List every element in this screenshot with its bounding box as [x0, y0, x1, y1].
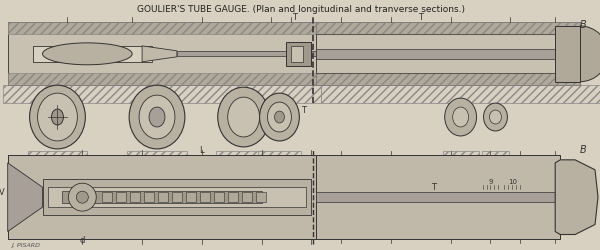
Ellipse shape	[452, 108, 469, 128]
Bar	[216, 151, 271, 159]
Ellipse shape	[52, 110, 64, 126]
Polygon shape	[8, 163, 43, 232]
Bar	[172, 192, 182, 202]
Ellipse shape	[139, 96, 175, 140]
Polygon shape	[142, 47, 177, 62]
Bar	[316, 74, 580, 86]
Bar	[227, 192, 238, 202]
Bar	[130, 192, 140, 202]
Ellipse shape	[260, 94, 299, 141]
Bar	[3, 86, 321, 104]
Polygon shape	[555, 160, 598, 234]
Bar	[186, 192, 196, 202]
Ellipse shape	[218, 88, 269, 147]
Ellipse shape	[227, 98, 260, 138]
Ellipse shape	[268, 103, 292, 132]
Bar	[321, 86, 600, 104]
Text: B: B	[580, 144, 586, 154]
Ellipse shape	[76, 192, 88, 203]
Text: T: T	[292, 14, 297, 22]
Text: 9: 9	[488, 178, 493, 184]
Bar	[8, 232, 316, 239]
Bar	[32, 47, 152, 62]
Text: d: d	[80, 236, 85, 244]
Text: L: L	[199, 145, 204, 154]
Ellipse shape	[29, 86, 85, 149]
Bar	[316, 155, 560, 163]
Ellipse shape	[38, 94, 77, 141]
Bar	[177, 52, 336, 57]
Bar	[102, 192, 112, 202]
Bar	[8, 155, 316, 163]
Bar	[482, 151, 509, 159]
Ellipse shape	[484, 104, 508, 132]
Bar	[316, 50, 555, 59]
Ellipse shape	[445, 99, 476, 136]
Bar	[286, 43, 311, 66]
Bar	[47, 188, 307, 207]
Bar	[200, 192, 210, 202]
Bar	[8, 23, 316, 35]
Bar	[443, 151, 479, 159]
Bar	[28, 151, 88, 159]
Bar	[316, 23, 580, 86]
Bar	[158, 192, 168, 202]
Bar	[555, 27, 580, 82]
Bar	[316, 35, 580, 74]
Bar	[8, 23, 316, 86]
Text: J. PISARD: J. PISARD	[11, 242, 40, 248]
Ellipse shape	[274, 112, 284, 124]
Ellipse shape	[43, 44, 132, 66]
Bar	[43, 180, 311, 215]
Bar	[316, 155, 560, 240]
Bar	[144, 192, 154, 202]
Bar	[316, 192, 555, 202]
Text: T: T	[418, 14, 424, 22]
Ellipse shape	[490, 110, 502, 124]
Bar	[316, 23, 580, 35]
Bar	[8, 155, 316, 240]
Bar	[127, 151, 187, 159]
Wedge shape	[580, 27, 600, 82]
Text: B: B	[580, 20, 586, 30]
Ellipse shape	[129, 86, 185, 149]
Bar	[242, 192, 251, 202]
Text: 10: 10	[508, 178, 517, 184]
Bar	[8, 31, 316, 78]
Text: T: T	[301, 106, 307, 114]
Ellipse shape	[68, 184, 96, 211]
Ellipse shape	[149, 108, 165, 128]
Bar	[316, 232, 560, 239]
Bar	[62, 192, 262, 203]
Bar	[214, 192, 224, 202]
Bar	[116, 192, 126, 202]
Text: GOULIER'S TUBE GAUGE. (Plan and longitudinal and tranverse sections.): GOULIER'S TUBE GAUGE. (Plan and longitud…	[137, 4, 466, 14]
Bar	[256, 192, 266, 202]
Text: V: V	[0, 188, 5, 196]
Bar	[8, 74, 316, 86]
Bar	[257, 151, 301, 159]
Bar	[292, 47, 304, 62]
Text: T: T	[431, 182, 436, 192]
